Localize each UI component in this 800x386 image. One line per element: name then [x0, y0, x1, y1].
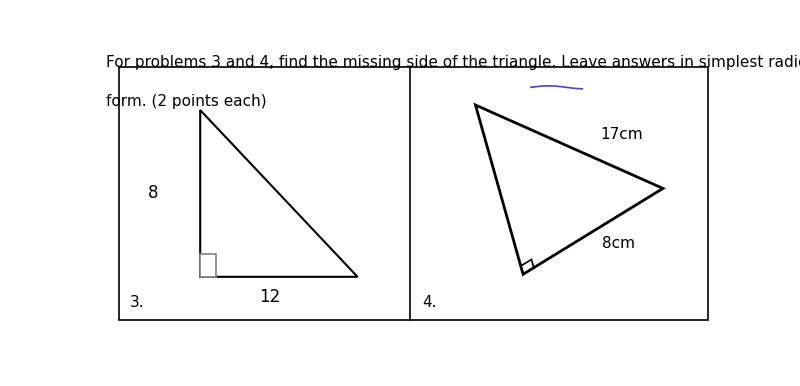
Text: 4.: 4.	[422, 295, 437, 310]
Text: 3.: 3.	[130, 295, 145, 310]
Bar	[200, 254, 216, 277]
Text: 12: 12	[259, 288, 281, 306]
Bar	[118, 67, 708, 320]
Text: 8cm: 8cm	[602, 236, 635, 251]
Text: 8: 8	[148, 185, 159, 202]
Text: For problems 3 and 4, find the missing side of the triangle. Leave answers in si: For problems 3 and 4, find the missing s…	[106, 55, 800, 70]
Text: form. (2 points each): form. (2 points each)	[106, 94, 267, 109]
Text: 17cm: 17cm	[600, 127, 643, 142]
